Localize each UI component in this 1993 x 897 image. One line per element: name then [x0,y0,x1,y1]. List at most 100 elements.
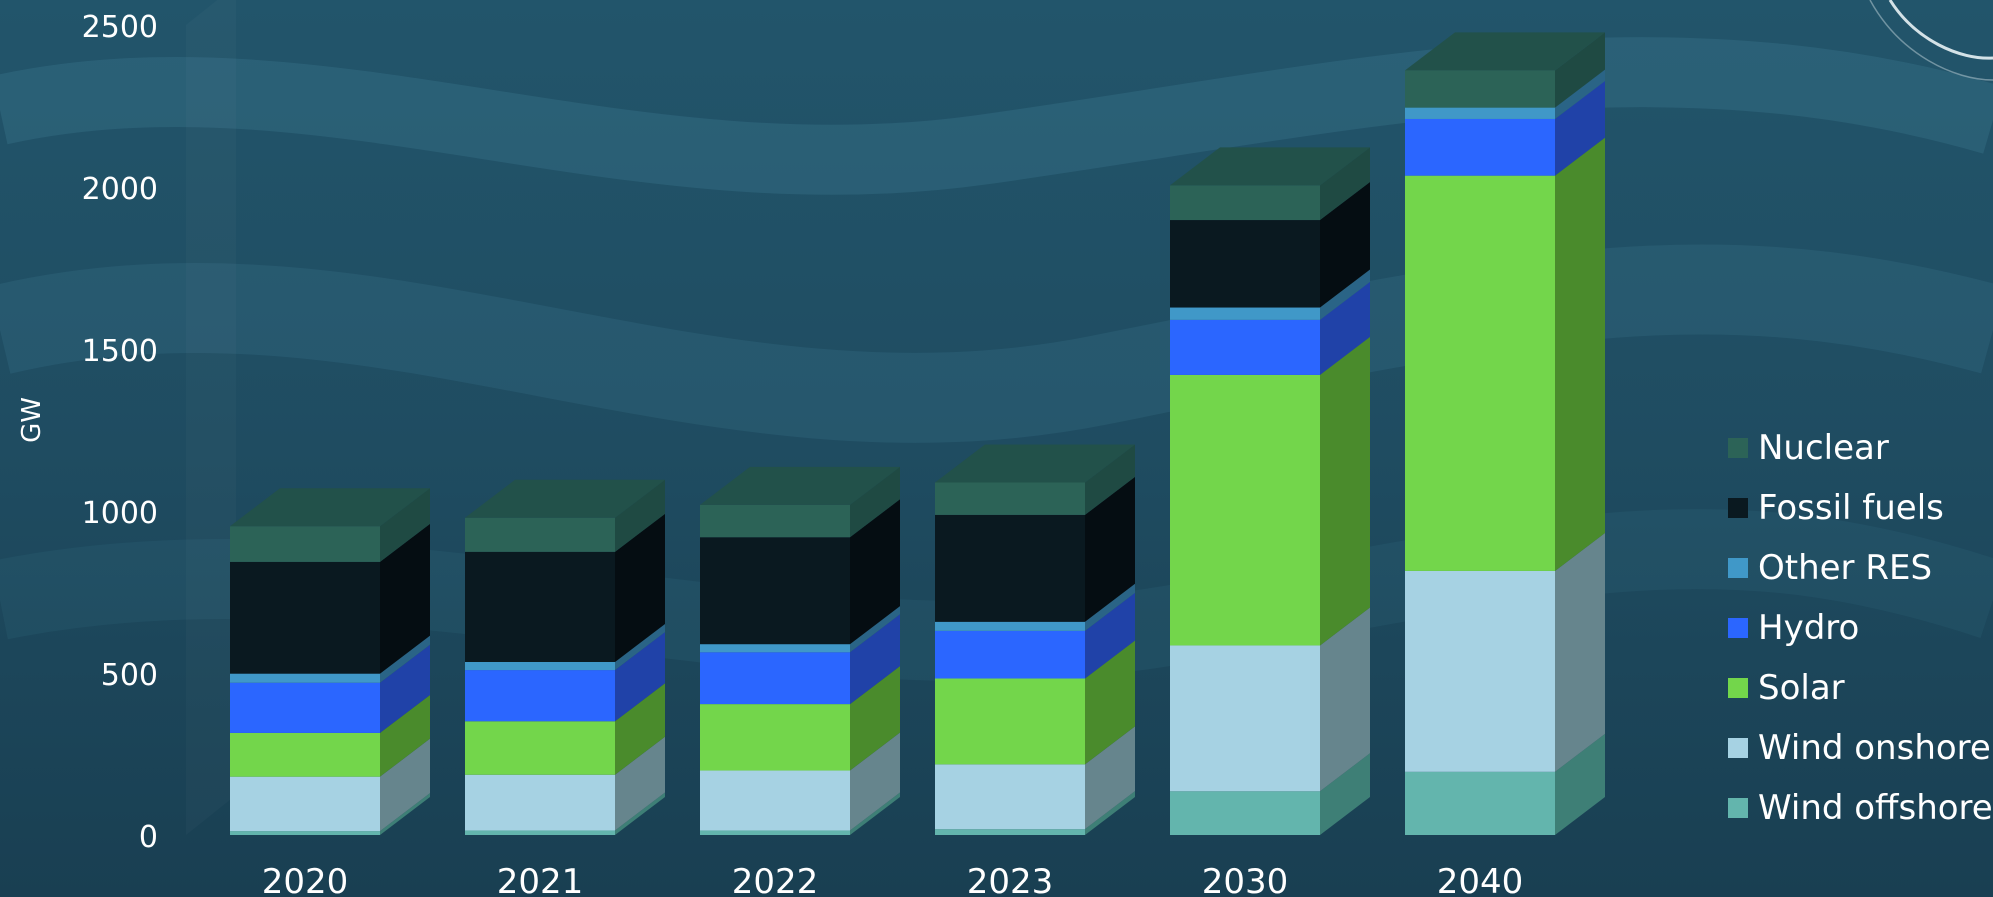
legend-label: Wind offshore [1758,788,1993,828]
bar-segment-hydro [1170,319,1320,375]
bar-2040 [1405,32,1605,835]
bar-segment-side [615,792,665,835]
bar-segment-solar [700,704,850,771]
bar-segment-side [850,792,900,835]
bar-segment-side [380,488,430,562]
bar-segment-fossil-fuels [465,551,615,662]
legend-label: Solar [1758,668,1845,708]
bar-segment-side [1555,733,1605,835]
bar-top-face [1405,32,1605,71]
bar-2021 [465,479,665,835]
bar-segment-hydro [700,652,850,705]
bar-segment-side [1320,269,1370,320]
legend-swatch [1728,618,1748,638]
bar-top-face [935,444,1135,483]
legend-label: Fossil fuels [1758,488,1944,528]
bar-segment-fossil-fuels [1170,220,1320,308]
y-tick-label: 500 [101,658,158,693]
bar-segment-side [1085,476,1135,622]
bar-segment-side [380,793,430,835]
bar-segment-side [1320,281,1370,375]
x-tick-label: 2030 [1202,862,1289,897]
bar-segment-side [1320,607,1370,792]
bar-segment-other-res [700,644,850,653]
bar-segment-side [1555,32,1605,108]
y-tick-label: 0 [139,820,158,855]
bar-segment-side [1555,532,1605,772]
bar-segment-side [1320,753,1370,835]
bar-segment-side [850,732,900,831]
bar-segment-side [1085,726,1135,830]
bar-segment-wind-offshore [465,830,615,835]
bar-2022 [700,466,900,835]
x-tick-label: 2023 [967,862,1054,897]
bar-segment-other-res [230,673,380,683]
bar-2020 [230,488,430,835]
bar-segment-side [1085,640,1135,765]
bar-segment-side [1085,583,1135,631]
bar-segment-side [615,623,665,671]
bar-segment-other-res [465,661,615,671]
bar-top-face [465,479,665,518]
bar-segment-side [380,644,430,733]
bar-segment-side [1085,592,1135,679]
bar-segment-side [615,683,665,775]
legend: Nuclear Fossil fuels Other RES Hydro Solar Wi… [1728,428,1993,828]
bar-segment-wind-offshore [935,829,1085,835]
x-tick-label: 2020 [262,862,349,897]
bar-segment-side [850,466,900,538]
bar-segment-solar [1170,374,1320,646]
bar-segment-side [850,614,900,705]
bar-segment-fossil-fuels [700,537,850,645]
bar-segment-wind-onshore [935,764,1085,830]
bar-segment-hydro [1405,118,1555,176]
legend-item: Hydro [1728,608,1993,648]
legend-swatch [1728,798,1748,818]
x-tick-label: 2021 [497,862,584,897]
legend-item: Wind offshore [1728,788,1993,828]
bar-segment-solar [230,732,380,777]
bar-top-face [700,466,900,505]
bar-segment-side [850,499,900,645]
bar-segment-side [380,523,430,674]
bar-segment-hydro [465,670,615,722]
x-tick-label: 2040 [1437,862,1524,897]
legend-label: Hydro [1758,608,1860,648]
bar-segment-wind-onshore [465,774,615,831]
bar-segment-wind-offshore [230,831,380,835]
bar-segment-other-res [1405,107,1555,119]
legend-label: Wind onshore [1758,728,1991,768]
bar-segment-side [615,479,665,552]
bar-segment-nuclear [465,517,615,552]
y-axis-label: GW [17,397,47,443]
y-tick-label: 1000 [82,496,158,531]
bar-segment-wind-onshore [230,776,380,832]
bar-segment-wind-offshore [700,830,850,835]
legend-item: Fossil fuels [1728,488,1993,528]
bar-segment-solar [1405,175,1555,571]
bar-segment-side [1085,444,1135,515]
legend-label: Other RES [1758,548,1933,588]
bar-segment-side [850,606,900,653]
bar-segment-side [380,635,430,683]
legend-item: Wind onshore [1728,728,1993,768]
bar-segment-side [1320,336,1370,646]
bar-segment-other-res [935,621,1085,631]
bar-segment-solar [935,678,1085,765]
legend-swatch [1728,738,1748,758]
bar-top-face [230,488,430,527]
bar-segment-side [1555,80,1605,176]
bar-segment-side [615,736,665,831]
y-tick-label: 2500 [82,10,158,45]
bar-segment-side [615,513,665,662]
bar-segment-wind-offshore [1170,791,1320,835]
bar-segment-side [1555,137,1605,571]
bar-segment-hydro [230,682,380,733]
bar-top-face [1170,147,1370,186]
bar-segment-fossil-fuels [230,561,380,674]
bar-segment-side [1320,147,1370,221]
legend-swatch [1728,558,1748,578]
bar-segment-other-res [1170,307,1320,320]
legend-label: Nuclear [1758,428,1889,468]
